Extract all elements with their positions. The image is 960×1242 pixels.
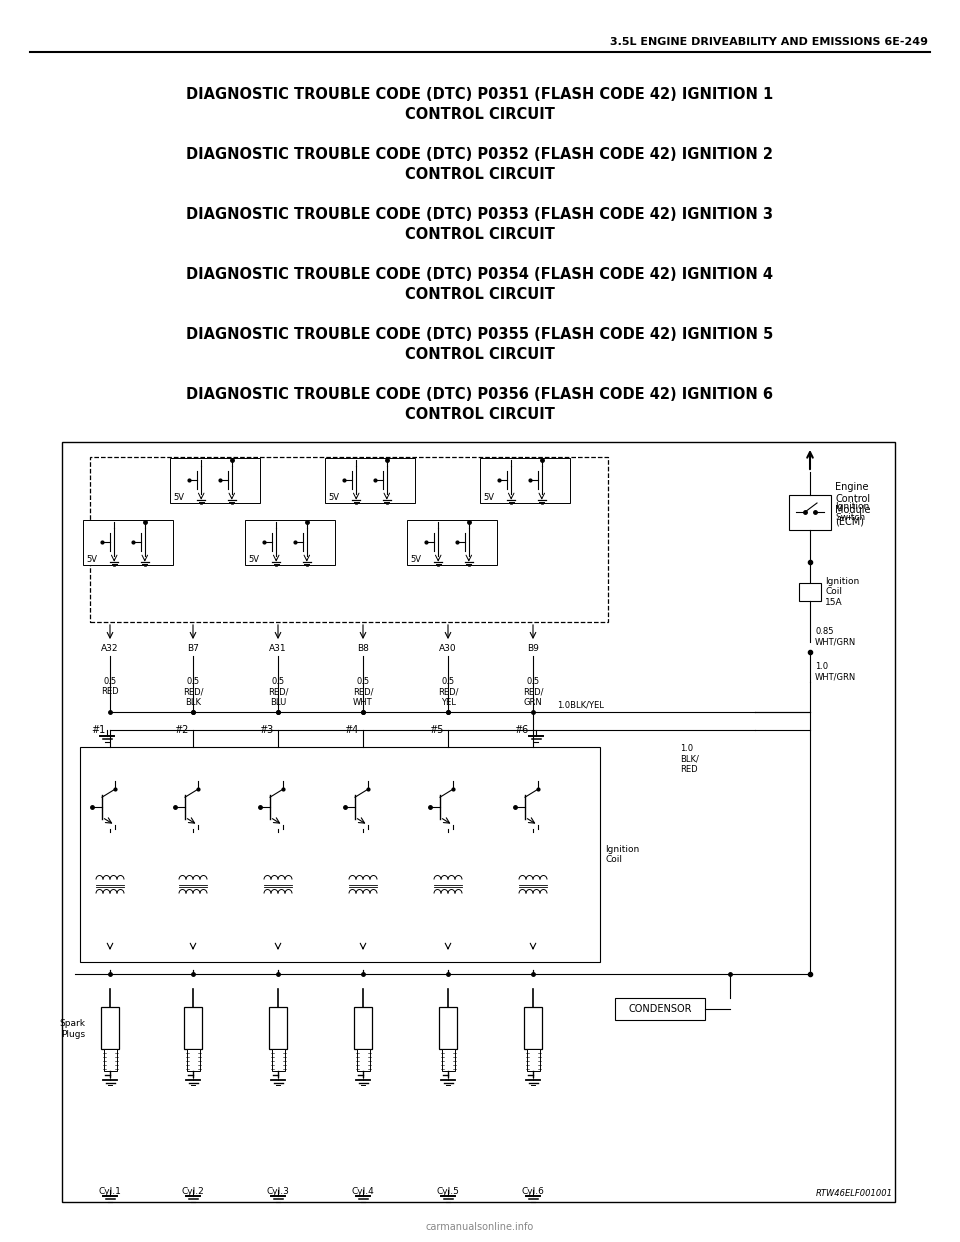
Text: Cyl.3: Cyl.3 [267, 1187, 289, 1196]
Text: DIAGNOSTIC TROUBLE CODE (DTC) P0356 (FLASH CODE 42) IGNITION 6: DIAGNOSTIC TROUBLE CODE (DTC) P0356 (FLA… [186, 388, 774, 402]
Text: DIAGNOSTIC TROUBLE CODE (DTC) P0351 (FLASH CODE 42) IGNITION 1: DIAGNOSTIC TROUBLE CODE (DTC) P0351 (FLA… [186, 87, 774, 102]
Text: DIAGNOSTIC TROUBLE CODE (DTC) P0355 (FLASH CODE 42) IGNITION 5: DIAGNOSTIC TROUBLE CODE (DTC) P0355 (FLA… [186, 327, 774, 342]
Text: B7: B7 [187, 645, 199, 653]
Bar [80, 746, 600, 963]
Text: Ignition
Coil: Ignition Coil [605, 845, 639, 864]
Bar [480, 457, 570, 503]
Bar [62, 442, 895, 1202]
Bar [269, 1007, 287, 1049]
Text: CONDENSOR: CONDENSOR [628, 1004, 692, 1013]
Bar [83, 519, 173, 565]
Text: #5: #5 [429, 725, 444, 735]
Bar [186, 1049, 200, 1071]
Text: 0.5
RED/
YEL: 0.5 RED/ YEL [438, 677, 458, 707]
Bar [170, 457, 260, 503]
Text: DIAGNOSTIC TROUBLE CODE (DTC) P0354 (FLASH CODE 42) IGNITION 4: DIAGNOSTIC TROUBLE CODE (DTC) P0354 (FLA… [186, 267, 774, 282]
Bar [184, 1007, 202, 1049]
Text: CONTROL CIRCUIT: CONTROL CIRCUIT [405, 227, 555, 242]
Text: 0.85
WHT/GRN: 0.85 WHT/GRN [815, 627, 856, 647]
Text: DIAGNOSTIC TROUBLE CODE (DTC) P0353 (FLASH CODE 42) IGNITION 3: DIAGNOSTIC TROUBLE CODE (DTC) P0353 (FLA… [186, 207, 774, 222]
Bar [615, 999, 705, 1020]
Bar [90, 457, 608, 622]
Text: 3.5L ENGINE DRIVEABILITY AND EMISSIONS 6E-249: 3.5L ENGINE DRIVEABILITY AND EMISSIONS 6… [610, 37, 928, 47]
Text: 5V: 5V [248, 554, 259, 564]
Text: Cyl.1: Cyl.1 [99, 1187, 121, 1196]
Text: CONTROL CIRCUIT: CONTROL CIRCUIT [405, 166, 555, 183]
Text: 5V: 5V [328, 493, 339, 502]
Bar [104, 1049, 116, 1071]
Text: 5V: 5V [483, 493, 494, 502]
Text: 0.5
RED/
WHT: 0.5 RED/ WHT [352, 677, 373, 707]
Text: 0.5
RED/
GRN: 0.5 RED/ GRN [523, 677, 543, 707]
Text: Engine
Control
Module
(ECM): Engine Control Module (ECM) [835, 482, 871, 527]
Text: A30: A30 [439, 645, 457, 653]
Text: #3: #3 [259, 725, 274, 735]
Text: 0.5
RED/
BLU: 0.5 RED/ BLU [268, 677, 288, 707]
Text: A31: A31 [269, 645, 287, 653]
Bar [245, 519, 335, 565]
Bar [789, 494, 831, 529]
Bar [325, 457, 415, 503]
Text: RTW46ELF001001: RTW46ELF001001 [816, 1189, 893, 1199]
Text: #4: #4 [344, 725, 358, 735]
Text: DIAGNOSTIC TROUBLE CODE (DTC) P0352 (FLASH CODE 42) IGNITION 2: DIAGNOSTIC TROUBLE CODE (DTC) P0352 (FLA… [186, 147, 774, 161]
Bar [442, 1049, 454, 1071]
Text: Spark
Plugs: Spark Plugs [59, 1020, 85, 1038]
Text: CONTROL CIRCUIT: CONTROL CIRCUIT [405, 287, 555, 302]
Text: 1.0
WHT/GRN: 1.0 WHT/GRN [815, 662, 856, 682]
Text: #1: #1 [91, 725, 106, 735]
Text: #2: #2 [174, 725, 188, 735]
Text: A32: A32 [101, 645, 119, 653]
Text: CONTROL CIRCUIT: CONTROL CIRCUIT [405, 347, 555, 361]
Bar [356, 1049, 370, 1071]
Bar [272, 1049, 284, 1071]
Text: 5V: 5V [86, 554, 97, 564]
Bar [524, 1007, 542, 1049]
Text: Cyl.2: Cyl.2 [181, 1187, 204, 1196]
Bar [799, 582, 821, 601]
Bar [407, 519, 497, 565]
Text: Ignition
Switch: Ignition Switch [835, 502, 869, 522]
Text: 0.5
RED: 0.5 RED [101, 677, 119, 697]
Text: 0.5
RED/
BLK: 0.5 RED/ BLK [182, 677, 204, 707]
Text: Cyl.5: Cyl.5 [437, 1187, 460, 1196]
Text: 1.0BLK/YEL: 1.0BLK/YEL [557, 700, 604, 709]
Text: CONTROL CIRCUIT: CONTROL CIRCUIT [405, 107, 555, 122]
Bar [354, 1007, 372, 1049]
Text: B9: B9 [527, 645, 539, 653]
Text: Ignition
Coil
15A: Ignition Coil 15A [825, 578, 859, 607]
Bar [526, 1049, 540, 1071]
Text: 1.0
BLK/
RED: 1.0 BLK/ RED [680, 744, 699, 774]
Text: carmanualsonline.info: carmanualsonline.info [426, 1222, 534, 1232]
Text: CONTROL CIRCUIT: CONTROL CIRCUIT [405, 407, 555, 422]
Text: B8: B8 [357, 645, 369, 653]
Text: Cyl.6: Cyl.6 [521, 1187, 544, 1196]
Bar [101, 1007, 119, 1049]
Text: Cyl.4: Cyl.4 [351, 1187, 374, 1196]
Text: 5V: 5V [173, 493, 184, 502]
Text: 5V: 5V [410, 554, 421, 564]
Text: #6: #6 [514, 725, 528, 735]
Bar [439, 1007, 457, 1049]
